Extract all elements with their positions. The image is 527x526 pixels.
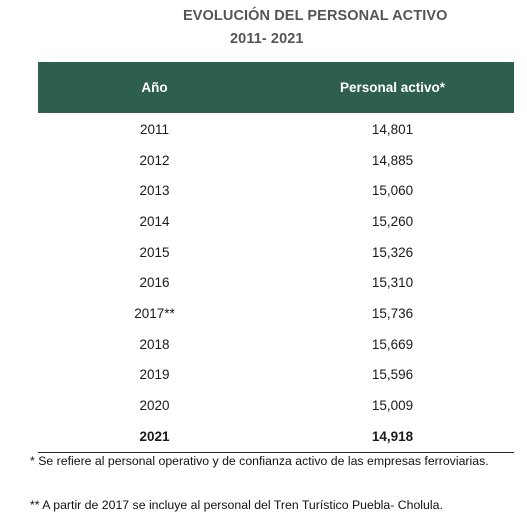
year-cell: 2017** — [134, 305, 175, 321]
year-cell: 2011 — [139, 121, 170, 137]
year-cell: 2021 — [139, 428, 170, 444]
footnote-2: ** A partir de 2017 se incluye al person… — [30, 498, 443, 512]
footnote-1: * Se refiere al personal operativo y de … — [30, 454, 489, 468]
personnel-cell: 14,918 — [371, 428, 414, 444]
year-cell: 2016 — [139, 275, 170, 291]
year-cell: 2014 — [139, 213, 170, 229]
year-cell: 2019 — [139, 367, 170, 383]
year-cell: 2015 — [139, 244, 170, 260]
personnel-cell: 14,801 — [371, 121, 414, 137]
personnel-table: Año Personal activo* 2011 14,801 2012 14… — [38, 62, 514, 453]
table-header: Año Personal activo* — [38, 62, 514, 113]
table-row: 2013 15,060 — [38, 175, 514, 206]
year-cell: 2012 — [139, 152, 170, 168]
personnel-cell: 15,736 — [371, 305, 414, 321]
column-header-personnel: Personal activo* — [339, 80, 446, 95]
table-row: 2012 14,885 — [38, 145, 514, 176]
table-title: EVOLUCIÓN DEL PERSONAL ACTIVO — [183, 8, 448, 24]
personnel-cell: 15,260 — [371, 213, 414, 229]
year-cell: 2020 — [139, 398, 170, 414]
table-row: 2016 15,310 — [38, 267, 514, 298]
year-cell: 2013 — [139, 183, 170, 199]
personnel-cell: 15,669 — [371, 336, 414, 352]
table-row: 2015 15,326 — [38, 237, 514, 268]
personnel-cell: 15,326 — [371, 244, 414, 260]
table-row: 2020 15,009 — [38, 390, 514, 421]
personnel-cell: 15,596 — [371, 367, 414, 383]
year-cell: 2018 — [139, 336, 170, 352]
table-row: 2019 15,596 — [38, 360, 514, 391]
table-row: 2011 14,801 — [38, 114, 514, 145]
table-row-latest: 2021 14,918 — [38, 421, 514, 452]
personnel-cell: 15,009 — [371, 398, 414, 414]
personnel-cell: 14,885 — [371, 152, 414, 168]
column-header-year: Año — [141, 80, 168, 95]
table-bottom-rule — [38, 451, 514, 453]
personnel-cell: 15,060 — [371, 183, 414, 199]
table-body: 2011 14,801 2012 14,885 2013 15,060 2014… — [38, 114, 514, 452]
table-row: 2018 15,669 — [38, 329, 514, 360]
table-row: 2014 15,260 — [38, 206, 514, 237]
personnel-cell: 15,310 — [371, 275, 414, 291]
table-subtitle-years: 2011- 2021 — [230, 31, 304, 47]
table-row: 2017** 15,736 — [38, 298, 514, 329]
